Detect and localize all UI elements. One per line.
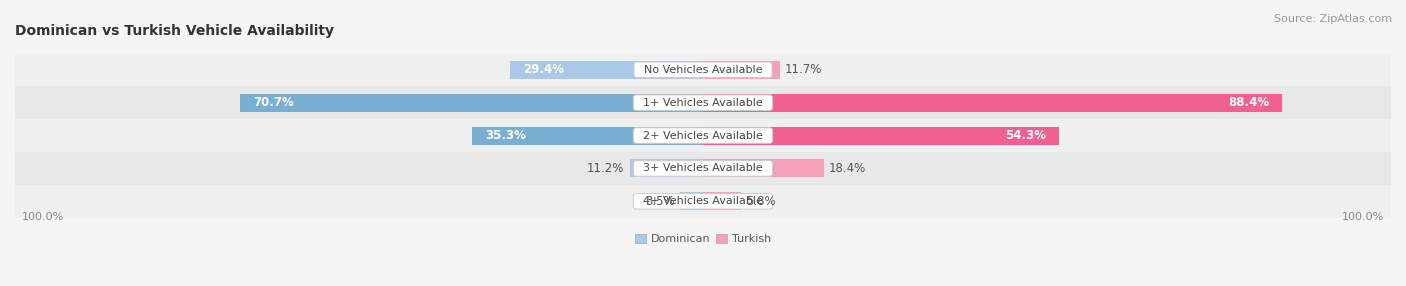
Bar (703, 192, 741, 210)
Bar (703, 61, 780, 79)
Bar (703, 159, 824, 177)
Text: 3.5%: 3.5% (645, 195, 675, 208)
Text: 3+ Vehicles Available: 3+ Vehicles Available (636, 163, 770, 173)
Bar (510, 61, 703, 79)
Text: 11.7%: 11.7% (785, 63, 823, 76)
Bar (15, 185, 1391, 218)
Bar (471, 126, 703, 145)
Bar (15, 53, 1391, 86)
Text: 4+ Vehicles Available: 4+ Vehicles Available (636, 196, 770, 206)
Bar (681, 192, 703, 210)
Bar (240, 94, 703, 112)
Text: No Vehicles Available: No Vehicles Available (637, 65, 769, 75)
Text: 1+ Vehicles Available: 1+ Vehicles Available (636, 98, 770, 108)
Text: 11.2%: 11.2% (586, 162, 624, 175)
Text: 54.3%: 54.3% (1005, 129, 1046, 142)
Text: 70.7%: 70.7% (253, 96, 294, 109)
Text: 100.0%: 100.0% (21, 212, 63, 222)
Text: 5.8%: 5.8% (747, 195, 776, 208)
Text: 2+ Vehicles Available: 2+ Vehicles Available (636, 130, 770, 140)
Bar (15, 86, 1391, 119)
Text: 100.0%: 100.0% (1343, 212, 1385, 222)
Bar (703, 94, 1282, 112)
Legend: Dominican, Turkish: Dominican, Turkish (631, 229, 775, 249)
Text: 35.3%: 35.3% (485, 129, 526, 142)
Text: Source: ZipAtlas.com: Source: ZipAtlas.com (1274, 14, 1392, 24)
Text: 18.4%: 18.4% (828, 162, 866, 175)
Bar (15, 119, 1391, 152)
Bar (630, 159, 703, 177)
Text: 88.4%: 88.4% (1227, 96, 1270, 109)
Text: 29.4%: 29.4% (523, 63, 564, 76)
Bar (703, 126, 1059, 145)
Text: Dominican vs Turkish Vehicle Availability: Dominican vs Turkish Vehicle Availabilit… (15, 23, 335, 37)
Bar (15, 152, 1391, 185)
